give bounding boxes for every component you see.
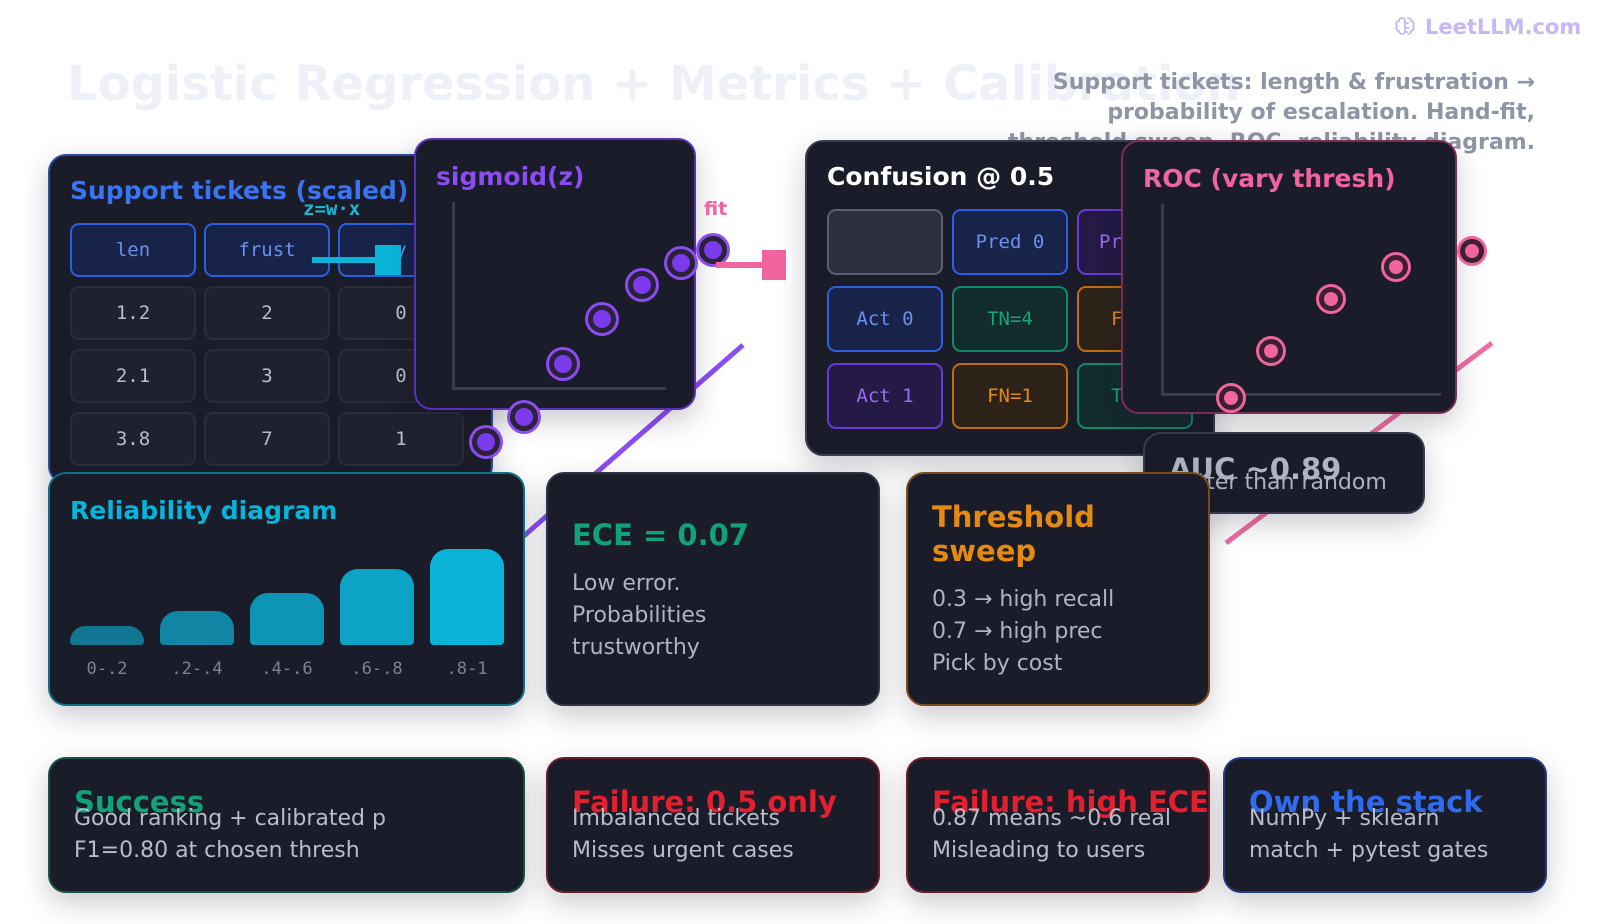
brain-icon xyxy=(1393,15,1417,39)
failure-threshold-card: Failure: 0.5 only Imbalanced tickets Mis… xyxy=(546,757,880,893)
bin-label: .2-.4 xyxy=(171,659,223,679)
confusion-title: Confusion @ 0.5 xyxy=(827,162,1055,191)
success-card: Success Good ranking + calibrated p F1=0… xyxy=(48,757,525,893)
sigmoid-point[interactable] xyxy=(588,305,616,333)
sigmoid-point[interactable] xyxy=(699,236,727,264)
roc-point[interactable] xyxy=(1219,386,1243,410)
sigmoid-point[interactable] xyxy=(628,271,656,299)
page-title: Logistic Regression + Metrics + Calibrat… xyxy=(67,56,1241,112)
roc-point[interactable] xyxy=(1384,255,1408,279)
confusion-corner xyxy=(827,209,943,275)
failure-ece-card: Failure: high ECE 0.87 means ~0.6 real M… xyxy=(906,757,1210,893)
fit-connector xyxy=(716,262,762,268)
threshold-line: 0.3 → high recall xyxy=(932,587,1115,612)
success-line: Good ranking + calibrated p xyxy=(74,806,386,831)
sigmoid-x-axis xyxy=(452,387,666,390)
tickets-title: Support tickets (scaled) xyxy=(70,176,409,205)
reliability-bar[interactable] xyxy=(160,611,234,645)
bin-label: .4-.6 xyxy=(261,659,313,679)
sigmoid-y-axis xyxy=(452,202,455,390)
failure-ece-title: Failure: high ECE xyxy=(932,785,1209,819)
own-stack-line: NumPy + sklearn xyxy=(1249,806,1440,831)
roc-x-axis xyxy=(1161,393,1441,396)
failure-threshold-line: Misses urgent cases xyxy=(572,838,794,863)
reliability-bar[interactable] xyxy=(250,593,324,645)
table-cell: 3 xyxy=(204,349,330,403)
table-cell: 2 xyxy=(204,286,330,340)
own-stack-title: Own the stack xyxy=(1249,785,1483,819)
fit-connector-marker xyxy=(762,250,786,280)
tn-cell[interactable]: TN=4 xyxy=(952,286,1068,352)
sigmoid-point[interactable] xyxy=(549,350,577,378)
failure-threshold-title: Failure: 0.5 only xyxy=(572,785,837,819)
z-connector-marker xyxy=(375,245,401,275)
failure-threshold-line: Imbalanced tickets xyxy=(572,806,780,831)
roc-card: ROC (vary thresh) xyxy=(1121,140,1457,414)
table-cell: 7 xyxy=(204,412,330,466)
failure-ece-line: Misleading to users xyxy=(932,838,1146,863)
reliability-bar[interactable] xyxy=(340,569,414,645)
z-connector xyxy=(312,257,382,263)
threshold-line: Pick by cost xyxy=(932,651,1063,676)
own-stack-card: Own the stack NumPy + sklearn match + py… xyxy=(1223,757,1547,893)
own-stack-line: match + pytest gates xyxy=(1249,838,1489,863)
sigmoid-point[interactable] xyxy=(510,403,538,431)
threshold-title: Threshold xyxy=(932,500,1095,534)
auc-card: AUC ~0.89 Better than random xyxy=(1143,432,1425,514)
roc-title: ROC (vary thresh) xyxy=(1143,164,1396,193)
failure-ece-line: 0.87 means ~0.6 real xyxy=(932,806,1171,831)
roc-y-axis xyxy=(1161,204,1164,396)
act-1-header[interactable]: Act 1 xyxy=(827,363,943,429)
fn-cell[interactable]: FN=1 xyxy=(952,363,1068,429)
table-cell: 1 xyxy=(338,412,464,466)
brand[interactable]: LeetLLM.com xyxy=(1393,15,1581,39)
ece-line: trustworthy xyxy=(572,635,700,660)
col-header-len[interactable]: len xyxy=(70,223,196,277)
sigmoid-point[interactable] xyxy=(667,249,695,277)
success-title: Success xyxy=(74,785,205,819)
success-line: F1=0.80 at chosen thresh xyxy=(74,838,360,863)
reliability-bar[interactable] xyxy=(430,549,504,645)
table-cell: 3.8 xyxy=(70,412,196,466)
bin-label: .6-.8 xyxy=(351,659,403,679)
threshold-card: Threshold sweep 0.3 → high recall 0.7 → … xyxy=(906,472,1210,706)
ece-line: Low error. xyxy=(572,571,681,596)
threshold-title-2: sweep xyxy=(932,534,1037,568)
sigmoid-point[interactable] xyxy=(472,428,500,456)
ece-card: ECE = 0.07 Low error. Probabilities trus… xyxy=(546,472,880,706)
fit-label: fit xyxy=(704,198,728,220)
reliability-bar[interactable] xyxy=(70,626,144,645)
roc-point[interactable] xyxy=(1259,339,1283,363)
z-label: z=w·x xyxy=(303,198,361,220)
reliability-card: Reliability diagram 0-.2 .2-.4 .4-.6 .6-… xyxy=(48,472,525,706)
table-cell: 2.1 xyxy=(70,349,196,403)
table-cell: 1.2 xyxy=(70,286,196,340)
bin-label: .8-1 xyxy=(446,659,488,679)
roc-point[interactable] xyxy=(1460,239,1484,263)
act-0-header[interactable]: Act 0 xyxy=(827,286,943,352)
bin-label: 0-.2 xyxy=(86,659,128,679)
sigmoid-title: sigmoid(z) xyxy=(436,162,585,191)
pred-0-header[interactable]: Pred 0 xyxy=(952,209,1068,275)
reliability-title: Reliability diagram xyxy=(70,496,338,525)
threshold-line: 0.7 → high prec xyxy=(932,619,1103,644)
roc-point[interactable] xyxy=(1319,287,1343,311)
ece-title: ECE = 0.07 xyxy=(572,518,749,552)
ece-line: Probabilities xyxy=(572,603,707,628)
col-header-frust[interactable]: frust xyxy=(204,223,330,277)
brand-name: LeetLLM.com xyxy=(1425,15,1582,39)
